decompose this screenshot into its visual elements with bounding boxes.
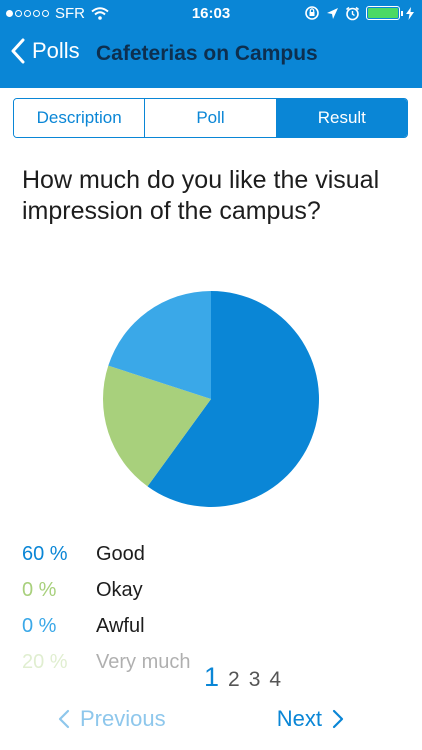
result-percent: 0 % xyxy=(22,614,57,637)
result-percent: 60 % xyxy=(22,542,68,565)
location-arrow-icon xyxy=(327,7,338,19)
result-percent: 0 % xyxy=(22,578,57,601)
page-3-button[interactable]: 3 xyxy=(248,668,261,691)
tab-poll[interactable]: Poll xyxy=(144,99,276,137)
result-row-okay: 0 % Okay xyxy=(22,572,322,608)
result-label: Very much xyxy=(96,650,191,673)
back-button[interactable]: Polls xyxy=(10,38,80,64)
result-row-good: 60 % Good xyxy=(22,536,322,572)
page-indicator: 1 2 3 4 xyxy=(204,662,281,693)
result-label: Awful xyxy=(96,614,145,637)
navigation-bar: Polls Cafeterias on Campus xyxy=(0,38,422,74)
status-right xyxy=(304,5,414,21)
back-button-label: Polls xyxy=(32,38,80,63)
status-time: 16:03 xyxy=(191,5,231,22)
page-1-button[interactable]: 1 xyxy=(204,662,220,692)
result-label: Okay xyxy=(96,578,143,601)
tab-result[interactable]: Result xyxy=(275,99,407,137)
chevron-left-icon xyxy=(11,38,25,64)
carrier-label: SFR xyxy=(55,5,85,22)
poll-question: How much do you like the visual impressi… xyxy=(22,166,380,225)
chevron-right-icon xyxy=(332,709,344,729)
previous-button[interactable]: Previous xyxy=(58,706,166,732)
page-4-button[interactable]: 4 xyxy=(269,668,282,691)
next-button-label: Next xyxy=(276,706,322,731)
alarm-icon xyxy=(346,6,359,20)
status-bar: SFR 16:03 xyxy=(0,0,422,28)
results-legend: 60 % Good 0 % Okay 0 % Awful 20 % Very m… xyxy=(22,536,322,680)
result-label: Good xyxy=(96,542,145,565)
result-row-very-much: 20 % Very much xyxy=(22,644,322,680)
status-left: SFR xyxy=(6,5,109,22)
rotation-lock-icon xyxy=(305,6,319,20)
pie-slice-good xyxy=(147,291,319,507)
segmented-control: Description Poll Result xyxy=(13,98,408,138)
next-button[interactable]: Next xyxy=(277,706,344,732)
battery-icon xyxy=(366,6,403,20)
pie-slice-unlabeled-2 xyxy=(108,291,211,399)
page-title: Cafeterias on Campus xyxy=(96,42,318,65)
app-header: SFR 16:03 xyxy=(0,0,422,88)
result-percent: 20 % xyxy=(22,650,68,673)
charging-bolt-icon xyxy=(406,6,414,20)
tab-description[interactable]: Description xyxy=(14,99,145,137)
previous-button-label: Previous xyxy=(80,706,166,731)
wifi-icon xyxy=(91,7,109,20)
result-pie-chart xyxy=(103,291,319,507)
chevron-left-icon xyxy=(58,709,70,729)
result-row-awful: 0 % Awful xyxy=(22,608,322,644)
signal-strength-icon xyxy=(6,10,49,17)
page-2-button[interactable]: 2 xyxy=(228,668,240,691)
pie-slice-very-much xyxy=(103,365,211,487)
